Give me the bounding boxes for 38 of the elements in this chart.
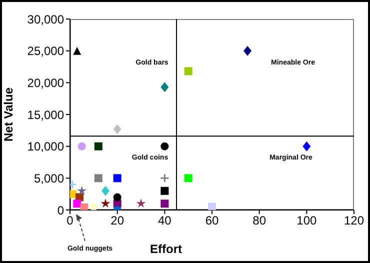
point	[160, 142, 169, 150]
y-axis-title: Net Value	[1, 87, 16, 142]
y-tick-label: 0	[57, 203, 64, 218]
y-tick-label: 25,000	[27, 44, 64, 58]
x-tick-label: 60	[205, 214, 219, 228]
point	[160, 173, 170, 183]
point	[102, 186, 110, 196]
x-axis-title: Effort	[150, 242, 182, 256]
point	[113, 124, 122, 134]
point	[184, 67, 192, 76]
y-tick-label: 15,000	[27, 108, 64, 122]
point	[244, 46, 252, 56]
point	[208, 202, 216, 210]
point	[302, 141, 311, 152]
point	[100, 198, 110, 208]
point	[160, 82, 169, 92]
x-tick-label: 120	[344, 214, 364, 228]
point	[77, 186, 87, 195]
point	[73, 200, 82, 208]
y-tick-label: 5,000	[34, 171, 64, 186]
point	[90, 202, 98, 210]
x-tick-label: 20	[110, 214, 124, 228]
point	[136, 198, 146, 208]
point	[80, 203, 88, 210]
point	[78, 142, 86, 150]
point	[184, 174, 192, 182]
x-tick-label: 40	[158, 214, 172, 228]
x-tick-label: 100	[296, 214, 317, 228]
point	[113, 193, 122, 202]
point	[160, 200, 169, 208]
point	[94, 142, 102, 150]
point	[73, 46, 82, 55]
y-tick-label: 20,000	[27, 76, 64, 90]
x-tick-label: 0	[66, 214, 74, 228]
y-tick-label: 30,000	[27, 12, 64, 26]
y-tick-label: 10,000	[27, 140, 64, 154]
point	[70, 180, 78, 190]
x-tick-label: 80	[252, 214, 266, 228]
